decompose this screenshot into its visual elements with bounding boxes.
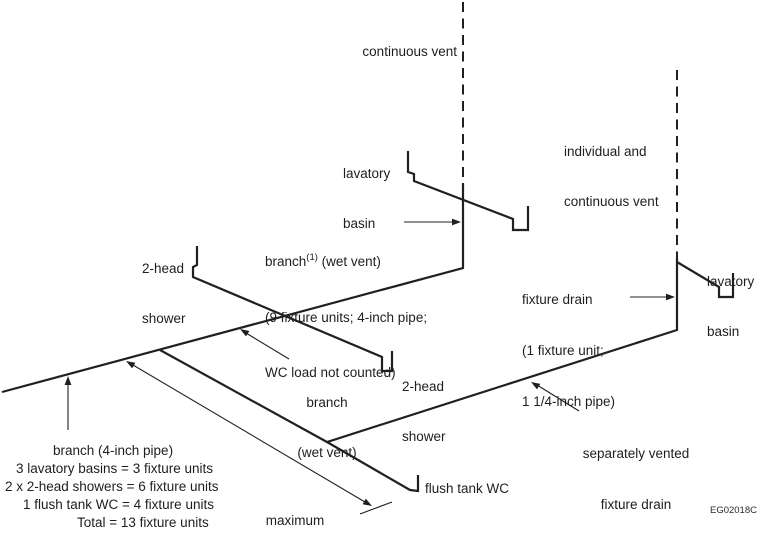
individual-vent-label-line2: continuous vent: [564, 193, 659, 209]
shower-lower-label-line1: 2-head: [402, 379, 445, 394]
lavatory-right-drain-and-fixture-symbol: [676, 261, 735, 299]
arrowhead-branch-mid: [240, 329, 250, 337]
wet-vent-branch-footnote-superscript: (1): [306, 252, 318, 263]
shower-lower-label-line2: shower: [402, 428, 446, 444]
wet-vent-branch-callout: branch(1) (wet vent) (9 fixture units; 4…: [265, 212, 427, 420]
shower-branch-and-fixture-symbols: [191, 246, 394, 373]
arrowhead-dimension-lower: [362, 498, 372, 506]
arrowhead-dimension-upper: [126, 361, 136, 369]
separately-vented-label-line1: separately vented: [582, 446, 690, 461]
wet-vent-branch-name: branch: [265, 254, 307, 269]
branch-wet-vent-mid-label: branch (wet vent): [292, 362, 362, 494]
fixture-drain-callout-line2: (1 fixture unit;: [522, 343, 604, 358]
wet-vent-branch-callout-line3: WC load not counted): [265, 365, 396, 380]
continuous-vent-label: continuous vent: [362, 44, 457, 59]
fixture-drain-callout-line1: fixture drain: [522, 292, 593, 307]
separately-vented-label-line2: fixture drain: [600, 497, 672, 512]
branch-wet-vent-mid-label-line2: (wet vent): [297, 444, 357, 460]
separately-vented-label: separately vented fixture drain: [572, 411, 700, 541]
arrowhead-branch-4inch: [64, 376, 72, 385]
individual-vent-label-line1: individual and: [564, 144, 647, 159]
shower-upper-label: 2-head shower: [142, 228, 186, 360]
arrowhead-wet-vent-branch: [452, 218, 461, 226]
arrowhead-fixture-drain: [666, 293, 675, 301]
load-summary-row-wc: 1 flush tank WC = 4 fixture units: [23, 497, 214, 512]
fixture-drain-callout-line3: 1 1/4-inch pipe): [522, 394, 616, 409]
callout-arrow-lines: [67, 221, 667, 515]
lavatory-basin-right-label-line2: basin: [707, 323, 740, 339]
arrowheads: [64, 218, 675, 506]
wet-vent-branch-callout-line2: (9 fixture units; 4-inch pipe;: [265, 309, 428, 325]
flush-tank-wc-label: flush tank WC: [425, 481, 510, 496]
dimension-line: [132, 364, 366, 503]
fixture-drain-callout: fixture drain (1 fixture unit; 1 1/4-inc…: [522, 257, 615, 444]
wc-drain-and-fixture-symbol: [326, 441, 420, 493]
arrowhead-separately-vented: [531, 382, 541, 390]
shower-lower-label: 2-head shower: [402, 346, 446, 478]
lavatory-basin-right-label: lavatory basin: [707, 241, 754, 373]
lavatory-top-drain-and-fixture-symbols: [406, 151, 530, 232]
branch-wet-vent-mid-label-line1: branch: [306, 395, 348, 410]
load-summary-total: Total = 13 fixture units: [77, 515, 209, 530]
lavatory-basin-top-label-line2: basin: [343, 215, 376, 231]
arrow-line-separately-vented: [536, 384, 580, 412]
maximum-3m-dimension-label-line1: maximum: [265, 513, 325, 528]
wet-vent-branch-suffix: (wet vent): [317, 254, 381, 269]
shower-upper-label-line1: 2-head: [142, 261, 185, 276]
load-summary-row-lavatories: 3 lavatory basins = 3 fixture units: [16, 461, 213, 476]
lavatory-basin-top-label: lavatory basin: [343, 133, 390, 265]
load-summary-title: branch (4-inch pipe): [53, 443, 174, 458]
arrow-line-branch-mid: [245, 332, 290, 360]
load-summary-row-showers: 2 x 2-head showers = 6 fixture units: [5, 479, 219, 494]
individual-vent-label: individual and continuous vent: [564, 111, 659, 243]
lavatory-basin-top-label-line1: lavatory: [343, 166, 391, 181]
soil-branch-and-separately-vented-drain-pipe: [159, 258, 679, 444]
main-branch-and-wet-vent-riser-pipe: [1, 183, 465, 394]
figure-code: EG02018C: [709, 505, 757, 516]
wet-vent-branch-callout-line1: branch(1) (wet vent): [265, 249, 427, 272]
dimension-end-tick: [359, 501, 393, 515]
maximum-3m-dimension-label: maximum 3 m: [259, 481, 331, 541]
lavatory-basin-right-label-line1: lavatory: [707, 274, 755, 289]
shower-upper-label-line2: shower: [142, 310, 186, 326]
